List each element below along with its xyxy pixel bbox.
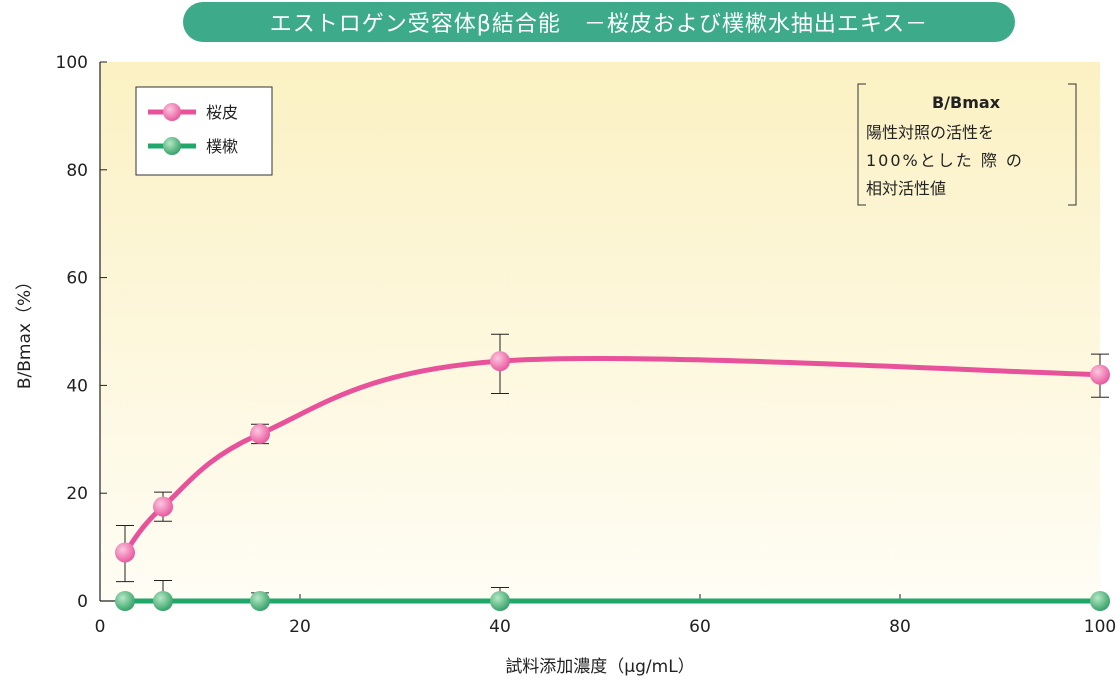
note-bracket-right: [1068, 83, 1077, 206]
x-tick-label: 20: [289, 617, 311, 637]
data-point-series-2: [153, 591, 173, 611]
data-point-series-1: [1090, 364, 1110, 385]
note-title: B/Bmax: [932, 93, 1001, 112]
note-line-1: 陽性対照の活性を: [866, 123, 994, 142]
y-tick-label: 20: [66, 484, 88, 504]
data-point-series-1: [490, 351, 510, 372]
note-line-2: 100%とした 際 の: [866, 151, 1024, 170]
legend-marker-series-2: [163, 137, 181, 155]
data-point-series-2: [115, 591, 135, 611]
y-tick-label: 100: [56, 53, 88, 73]
x-tick-label: 60: [689, 617, 711, 637]
series-layer: [115, 333, 1110, 611]
y-tick-label: 0: [77, 592, 88, 612]
x-axis-label: 試料添加濃度（μg/mL）: [505, 657, 694, 677]
data-point-series-2: [1090, 591, 1110, 611]
chart-title: エストロゲン受容体β結合能 －桜皮および樸樕水抽出エキス－: [269, 12, 929, 37]
y-axis-label: B/Bmax（%）: [15, 273, 35, 389]
legend: 桜皮 樸樕: [135, 86, 273, 176]
y-tick-label: 60: [66, 269, 88, 289]
x-tick-label: 40: [489, 617, 511, 637]
y-tick-label: 80: [66, 161, 88, 181]
legend-marker-series-1: [163, 103, 181, 121]
note-line-3: 相対活性値: [866, 179, 946, 198]
annotation-note: B/Bmax 陽性対照の活性を 100%とした 際 の 相対活性値: [857, 83, 1077, 206]
legend-label-series-1: 桜皮: [206, 103, 238, 122]
legend-box: [135, 86, 273, 176]
data-point-series-2: [250, 591, 270, 611]
data-point-series-1: [250, 423, 270, 444]
x-tick-label: 80: [889, 617, 911, 637]
x-tick-label: 0: [95, 617, 106, 637]
data-point-series-1: [115, 542, 135, 563]
chart-title-banner: エストロゲン受容体β結合能 －桜皮および樸樕水抽出エキス－: [183, 2, 1015, 42]
legend-label-series-2: 樸樕: [206, 137, 238, 156]
data-point-series-2: [490, 591, 510, 611]
y-tick-label: 40: [66, 376, 88, 396]
data-point-series-1: [153, 496, 173, 517]
note-bracket-left: [857, 83, 866, 206]
x-tick-label: 100: [1084, 617, 1116, 637]
